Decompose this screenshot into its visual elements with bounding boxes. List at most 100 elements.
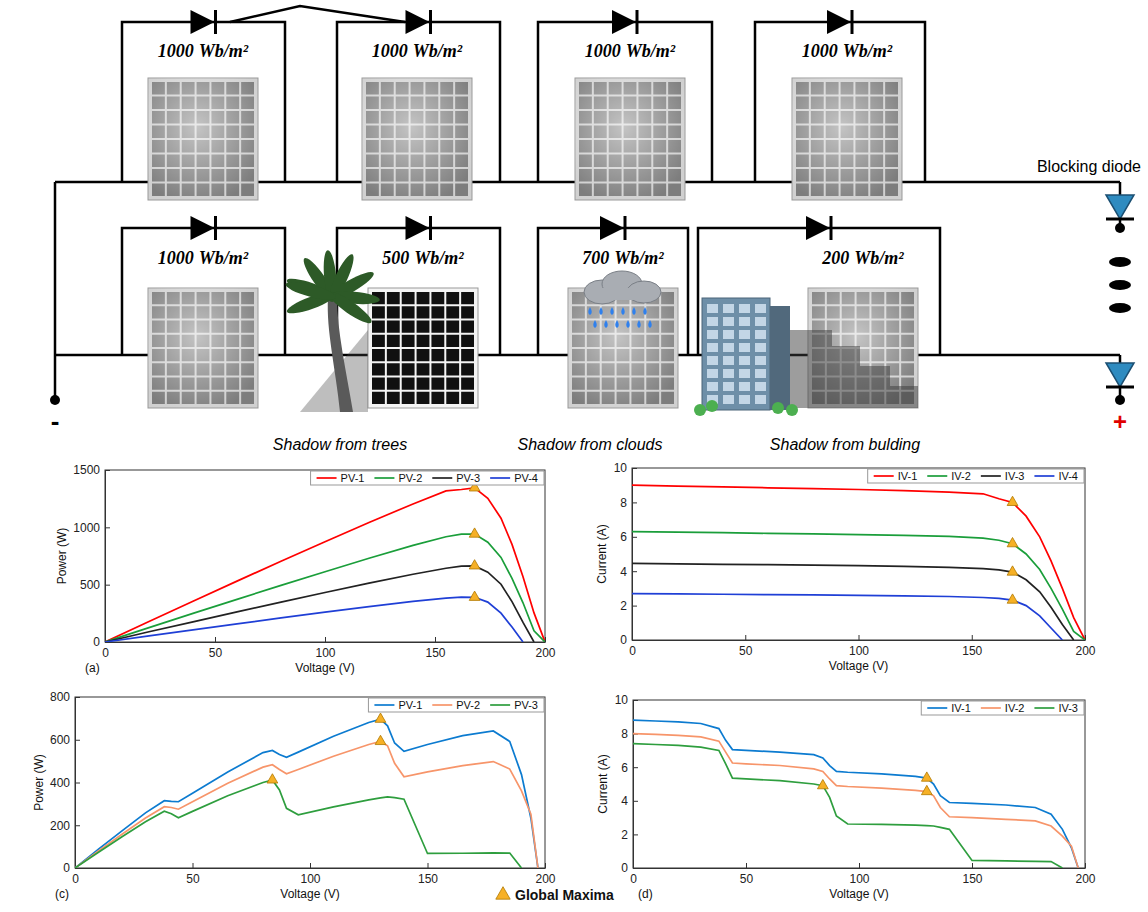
x-axis: 050100150200 — [102, 637, 556, 660]
panel-shine — [148, 78, 258, 200]
irradiance-unit: Wb/m² — [614, 248, 664, 268]
shadow-caption: Shadow from clouds — [518, 436, 663, 453]
panel-cell — [402, 306, 415, 318]
y-tick: 4 — [620, 565, 637, 579]
panel-cell — [387, 335, 400, 347]
x-tick-mark — [745, 635, 746, 640]
plot-frame — [75, 697, 545, 868]
maxima-legend-symbol — [496, 887, 510, 899]
panel-letter: (d) — [638, 887, 653, 901]
y-tick: 6 — [621, 761, 638, 775]
panel-cell — [431, 292, 444, 304]
legend-swatch — [981, 707, 1001, 709]
y-tick: 8 — [620, 496, 637, 510]
global-maximum-marker — [469, 560, 480, 569]
x-tick: 150 — [418, 863, 438, 886]
panel-cell — [431, 306, 444, 318]
legend-swatch — [317, 477, 337, 479]
building-window — [755, 343, 766, 352]
panel-cell — [461, 349, 474, 361]
panel-cell — [446, 363, 459, 375]
y-tick: 0 — [93, 635, 110, 649]
shadow-caption: Shadow from trees — [273, 436, 407, 453]
x-tick-label: 150 — [962, 872, 982, 886]
panel-cell — [387, 363, 400, 375]
solar-panel — [362, 78, 472, 200]
plot-frame — [633, 700, 1085, 868]
y-tick-mark — [105, 585, 110, 586]
legend-label: PV-2 — [456, 699, 480, 711]
y-tick-mark — [632, 537, 637, 538]
legend-label: IV-1 — [898, 470, 918, 482]
x-tick: 150 — [425, 637, 445, 660]
x-axis: 050100150200 — [629, 635, 1096, 658]
diode-body — [406, 10, 430, 34]
x-tick: 150 — [962, 863, 982, 886]
plot-area — [633, 720, 1078, 868]
y-tick-label: 6 — [621, 761, 628, 775]
panel-cell — [446, 378, 459, 390]
panel-cell — [431, 392, 444, 404]
building-window — [723, 317, 734, 326]
irradiance-unit: Wb/m² — [854, 248, 904, 268]
y-tick-mark — [632, 468, 637, 469]
plot-area — [75, 713, 538, 868]
building-window — [755, 382, 766, 391]
legend-item: PV-3 — [490, 699, 538, 711]
x-tick-mark — [1085, 863, 1086, 868]
rain-drop — [599, 307, 603, 315]
palm-frond — [284, 278, 337, 303]
panel-cell — [402, 335, 415, 347]
terminal-dot — [1115, 223, 1125, 233]
rain-drop — [593, 320, 597, 328]
building-window — [739, 304, 750, 313]
x-axis-line — [633, 640, 1086, 641]
y-tick: 0 — [620, 633, 637, 647]
y-tick-mark — [75, 697, 80, 698]
y-tick-mark — [75, 868, 80, 869]
x-tick-label: 0 — [102, 646, 109, 660]
irradiance-label: 1000Wb/m² — [585, 41, 676, 61]
y-axis-line — [633, 701, 634, 869]
panel-frame — [575, 78, 685, 200]
x-tick-mark — [972, 635, 973, 640]
x-tick-mark — [310, 863, 311, 868]
bush — [786, 404, 798, 416]
legend-box — [311, 471, 544, 485]
building-side — [770, 306, 790, 410]
y-tick-mark — [633, 868, 638, 869]
building-shadow — [790, 330, 918, 408]
irradiance-unit: Wb/m² — [199, 41, 249, 61]
building-window — [755, 369, 766, 378]
building-illustration — [694, 298, 918, 416]
series-line — [632, 532, 1085, 640]
panel-cell — [461, 306, 474, 318]
y-tick-mark — [105, 527, 110, 528]
legend-swatch — [490, 477, 510, 479]
panel-cell — [431, 321, 444, 333]
y-tick-label: 2 — [620, 599, 627, 613]
y-tick: 0 — [63, 861, 80, 875]
diode-bar — [429, 10, 432, 34]
x-tick-label: 50 — [740, 872, 754, 886]
building-window — [739, 395, 750, 404]
x-tick: 100 — [315, 637, 335, 660]
x-tick-label: 200 — [535, 646, 555, 660]
building-window — [755, 395, 766, 404]
panel-frame — [362, 78, 472, 200]
building-window — [755, 356, 766, 365]
y-tick-mark — [75, 825, 80, 826]
panel-cell — [431, 363, 444, 375]
series-line — [633, 720, 1078, 868]
series-line — [105, 597, 523, 642]
x-tick-mark — [545, 637, 546, 642]
building-front — [702, 298, 770, 410]
global-maximum-marker — [469, 528, 480, 537]
legend-item: IV-4 — [1034, 470, 1078, 482]
y-axis: 0246810 — [614, 461, 637, 647]
building-window — [723, 382, 734, 391]
x-tick-label: 0 — [629, 644, 636, 658]
diode-body — [827, 10, 851, 34]
plot-frame — [105, 470, 545, 642]
y-tick-label: 6 — [620, 530, 627, 544]
